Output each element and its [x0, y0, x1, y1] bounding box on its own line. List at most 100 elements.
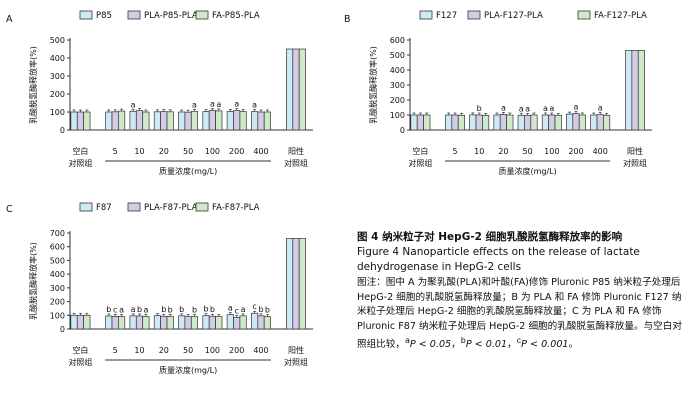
sig-label-c-9: b — [192, 306, 197, 315]
sig-label-a-1: a — [192, 100, 197, 109]
x-tick-label-a-7: 400 — [253, 147, 268, 156]
bar-b-2-2 — [475, 114, 483, 131]
bar-a-1-1 — [105, 111, 113, 131]
bar-c-8-1 — [286, 238, 294, 330]
bar-b-7-3 — [603, 114, 611, 131]
x-tick-label-b-5: 100 — [544, 147, 559, 156]
bar-a-8-1 — [286, 48, 294, 131]
legend-swatch-c-1 — [79, 202, 93, 212]
y-tick-label-b-400: 400 — [390, 66, 405, 75]
x-tick-label-b-4: 50 — [523, 147, 533, 156]
bar-b-5-3 — [554, 114, 562, 131]
y-tick-label-b-0: 0 — [400, 126, 405, 135]
sig-label-b-0: b — [477, 104, 482, 113]
panel-label-a: A — [6, 14, 13, 25]
bar-c-5-3 — [215, 316, 223, 330]
x-axis-title-a: 质量浓度(mg/L) — [159, 166, 217, 176]
x-tick-label-c-0-line2: 对照组 — [68, 357, 92, 367]
legend-label-a-1: P85 — [96, 11, 112, 21]
x-tick-label-a-8-line2: 对照组 — [284, 158, 308, 168]
note-text: 图中 A 为聚乳酸(PLA)和叶酸(FA)修饰 Pluronic P85 纳米粒… — [357, 277, 682, 351]
x-tick-label-a-4: 50 — [183, 147, 193, 156]
y-tick-label-a-0: 0 — [60, 126, 65, 135]
bar-b-0-1 — [410, 114, 418, 131]
bar-c-5-1 — [202, 315, 210, 330]
sig-label-c-2: a — [119, 306, 124, 315]
x-tick-label-b-0-line1: 空白 — [412, 146, 428, 156]
x-tick-label-b-8-line2: 对照组 — [623, 158, 647, 168]
y-axis-title-c: 乳酸脱氢酶释放率(%) — [28, 242, 38, 320]
bar-a-4-3 — [190, 110, 199, 131]
x-tick-label-a-3: 20 — [159, 147, 169, 156]
x-axis-title-b: 质量浓度(mg/L) — [498, 166, 556, 176]
x-tick-label-a-1: 5 — [113, 147, 118, 156]
sig-label-c-7: b — [168, 305, 173, 314]
bar-a-5-3 — [215, 110, 223, 131]
bar-c-2-1 — [129, 315, 137, 330]
y-tick-label-b-100: 100 — [390, 111, 405, 120]
bar-c-3-3 — [166, 316, 174, 330]
bar-b-2-3 — [482, 115, 490, 131]
bar-c-8-3 — [298, 238, 306, 330]
legend-swatch-b-1 — [419, 10, 433, 20]
y-tick-label-c-600: 600 — [50, 243, 65, 252]
bar-b-3-3 — [506, 114, 514, 131]
bar-b-7-2 — [596, 114, 604, 131]
bar-a-3-1 — [153, 111, 161, 131]
sig-a: P < 0.05 — [409, 339, 452, 351]
bar-b-1-2 — [451, 114, 459, 131]
note-label: 图注： — [357, 277, 386, 288]
legend-label-c-1: F87 — [96, 203, 112, 213]
panel-label-b: B — [344, 14, 351, 25]
bar-b-0-2 — [416, 114, 424, 131]
x-tick-label-b-0-line2: 对照组 — [408, 158, 432, 168]
bar-c-1-3 — [118, 316, 126, 330]
y-tick-label-b-300: 300 — [390, 81, 405, 90]
bar-a-7-2 — [257, 111, 265, 131]
y-tick-label-c-200: 200 — [50, 298, 65, 307]
sig-b: P < 0.01 — [465, 339, 508, 351]
bar-c-8-2 — [292, 238, 300, 330]
bar-c-4-1 — [178, 315, 186, 330]
caption-note: 图注：图中 A 为聚乳酸(PLA)和叶酸(FA)修饰 Pluronic P85 … — [357, 277, 682, 351]
sig-label-c-1: c — [113, 305, 117, 314]
bar-b-0-3 — [423, 114, 431, 131]
bar-a-5-1 — [202, 111, 210, 131]
x-tick-label-a-0-line2: 对照组 — [68, 158, 92, 168]
sig-label-b-3: a — [525, 104, 530, 113]
legend-swatch-a-3 — [195, 10, 209, 20]
bar-c-6-1 — [226, 314, 234, 330]
x-axis-title-c: 质量浓度(mg/L) — [159, 365, 217, 375]
bar-a-2-1 — [129, 110, 137, 131]
legend-label-c-3: FA-F87-PLA — [212, 203, 260, 213]
bar-b-3-1 — [493, 114, 501, 131]
y-tick-label-a-300: 300 — [50, 72, 65, 81]
sig-label-b-7: a — [598, 104, 603, 113]
legend-swatch-c-3 — [195, 202, 209, 212]
bar-b-2-1 — [469, 114, 477, 131]
sig-label-c-13: c — [234, 306, 238, 315]
bar-a-2-3 — [142, 111, 150, 131]
x-tick-label-b-7: 400 — [593, 147, 608, 156]
legend-swatch-b-2 — [467, 10, 481, 20]
x-tick-label-b-3: 20 — [498, 147, 508, 156]
bar-b-1-3 — [457, 114, 465, 131]
legend-label-a-3: FA-P85-PLA — [212, 11, 260, 21]
bar-b-8-1 — [625, 50, 633, 131]
bar-c-7-3 — [263, 316, 271, 330]
y-tick-label-a-200: 200 — [50, 90, 65, 99]
bar-b-8-2 — [631, 50, 639, 131]
x-tick-label-c-0-line1: 空白 — [72, 345, 88, 355]
bar-a-3-2 — [160, 111, 168, 131]
x-tick-label-a-6: 200 — [229, 147, 244, 156]
x-tick-label-a-5: 100 — [205, 147, 220, 156]
y-tick-label-b-500: 500 — [390, 51, 405, 60]
y-tick-label-a-500: 500 — [50, 36, 65, 45]
sig-label-c-11: b — [210, 305, 215, 314]
panel-label-c: C — [6, 204, 13, 215]
bar-c-5-2 — [208, 315, 216, 330]
x-tick-label-c-7: 400 — [253, 346, 268, 355]
bar-c-7-2 — [257, 315, 265, 330]
bar-b-7-1 — [590, 114, 598, 131]
